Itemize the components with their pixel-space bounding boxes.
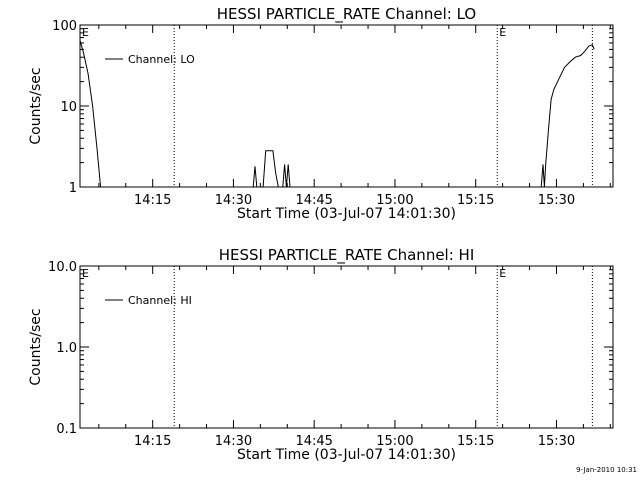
x-tick-label: 14:45	[295, 434, 332, 449]
series-line	[79, 40, 595, 188]
plot-frame	[79, 24, 614, 188]
y-tick-label: 10	[60, 100, 77, 115]
x-tick-label: 15:30	[538, 434, 575, 449]
x-tick-label: 15:15	[457, 434, 494, 449]
y-tick-label: 10.0	[48, 260, 77, 275]
x-axis-label: Start Time (03-Jul-07 14:01:30)	[237, 447, 456, 463]
chart-title: HESSI PARTICLE_RATE Channel: LO	[217, 5, 476, 24]
x-tick-label: 15:00	[376, 434, 413, 449]
y-axis-label: Counts/sec	[28, 67, 44, 144]
legend-label: Channel: LO	[128, 53, 195, 66]
y-tick-label: 1	[69, 181, 77, 196]
y-tick-label: 1.0	[56, 341, 77, 356]
x-tick-label: 14:30	[215, 193, 252, 208]
x-tick-label: 15:00	[376, 193, 413, 208]
x-tick-label: 14:30	[215, 434, 252, 449]
y-axis-label: Counts/sec	[28, 308, 44, 385]
chart-lo-channel: HESSI PARTICLE_RATE Channel: LO 14:15 14:3…	[28, 5, 614, 222]
chart-hi-channel: HESSI PARTICLE_RATE Channel: HI 14:15 14:3…	[28, 246, 614, 463]
plot-frame	[79, 265, 614, 429]
x-tick-label: 15:30	[538, 193, 575, 208]
event-marker-label: E	[499, 267, 506, 280]
x-tick-label: 14:15	[134, 434, 171, 449]
chart-title: HESSI PARTICLE_RATE Channel: HI	[219, 246, 475, 265]
x-axis-label: Start Time (03-Jul-07 14:01:30)	[237, 206, 456, 222]
x-tick-label: 14:15	[134, 193, 171, 208]
y-tick-label: 0.1	[56, 422, 77, 437]
x-tick-label: 14:45	[295, 193, 332, 208]
footer-timestamp: 9-Jan-2010 10:31	[576, 466, 637, 474]
event-marker-label: E	[82, 26, 89, 39]
event-marker-label: E	[499, 26, 506, 39]
event-marker-label: E	[82, 267, 89, 280]
legend-label: Channel: HI	[128, 294, 192, 307]
y-tick-label: 100	[52, 19, 77, 34]
x-tick-label: 15:15	[457, 193, 494, 208]
